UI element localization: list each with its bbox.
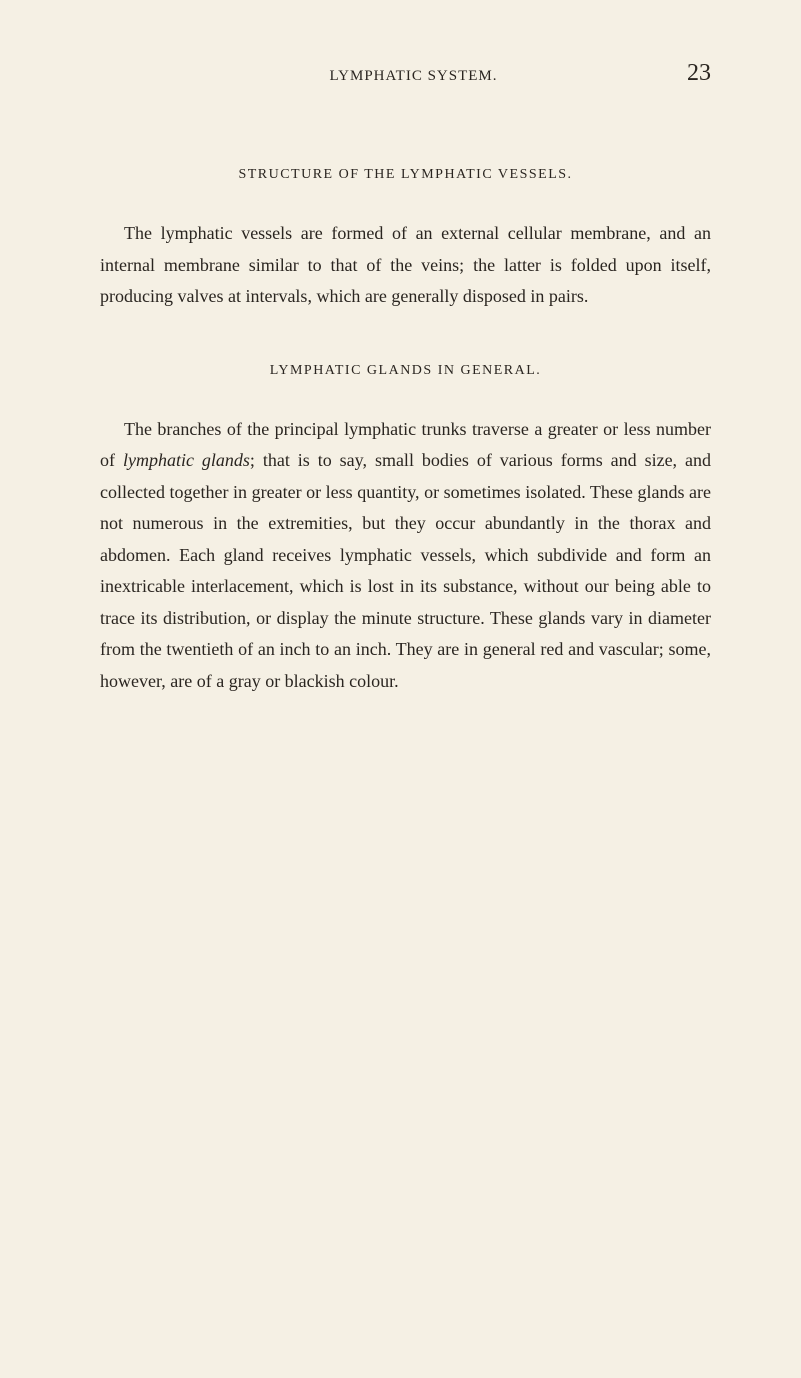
section-heading-1: STRUCTURE OF THE LYMPHATIC VESSELS. (100, 167, 711, 183)
section-2: LYMPHATIC GLANDS IN GENERAL. The branche… (100, 363, 711, 698)
section-2-paragraph: The branches of the principal lymphatic … (100, 414, 711, 698)
running-head: LYMPHATIC SYSTEM. (140, 68, 687, 85)
page-header: LYMPHATIC SYSTEM. 23 (100, 60, 711, 87)
section-1: STRUCTURE OF THE LYMPHATIC VESSELS. The … (100, 167, 711, 313)
section-1-text: The lymphatic vessels are formed of an e… (100, 223, 711, 306)
section-heading-2: LYMPHATIC GLANDS IN GENERAL. (100, 363, 711, 379)
page-number: 23 (687, 60, 711, 87)
section-2-text-part-2: ; that is to say, small bodies of variou… (100, 450, 711, 691)
section-2-text-part-1: lymphatic glands (123, 450, 250, 470)
section-1-paragraph: The lymphatic vessels are formed of an e… (100, 218, 711, 313)
